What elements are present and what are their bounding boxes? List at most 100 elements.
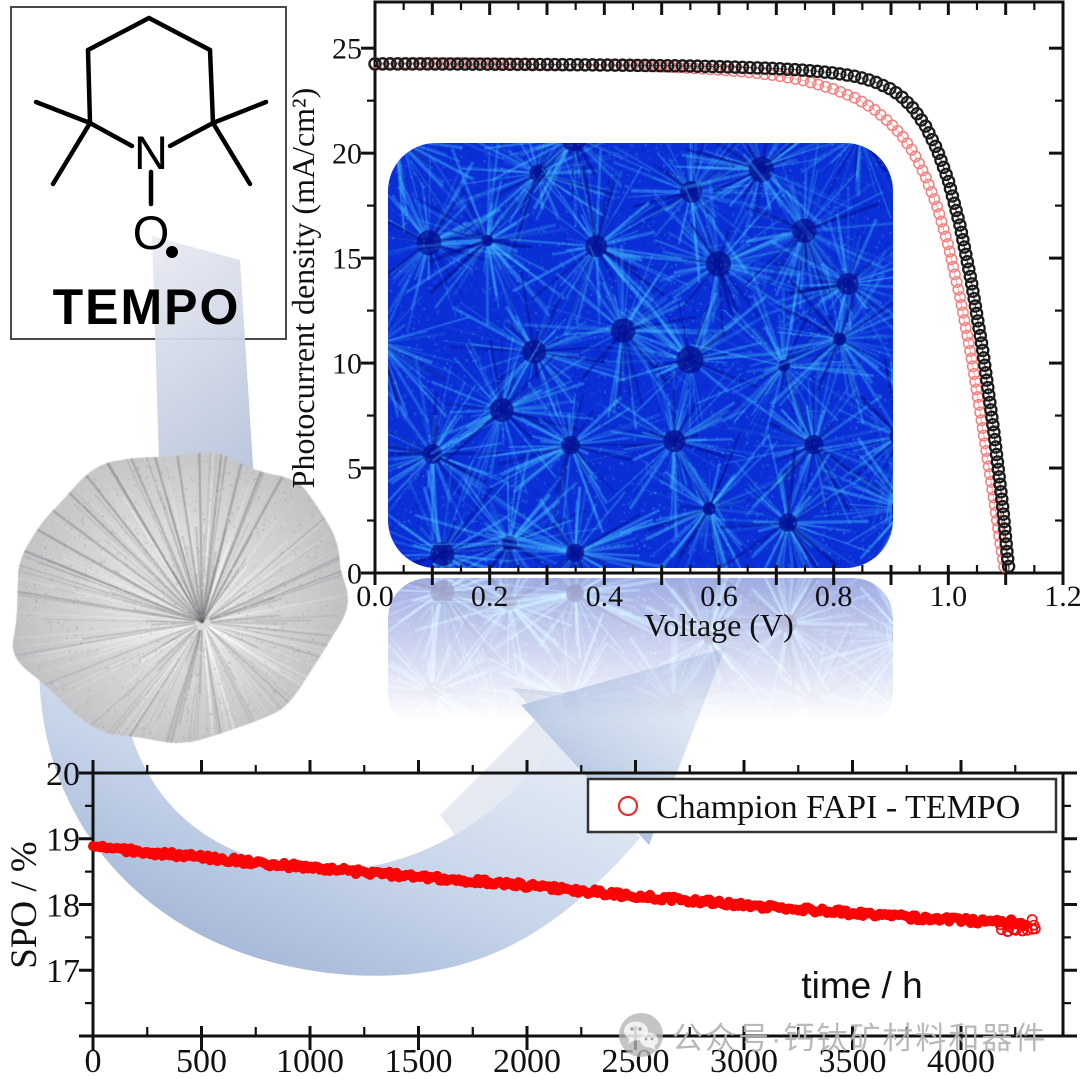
champion_fapi_tempo-marker: [625, 891, 636, 902]
champion_fapi_tempo-marker: [542, 881, 553, 892]
champion_fapi_tempo-marker: [896, 909, 907, 920]
champion_fapi_tempo-marker: [948, 912, 959, 923]
film-micrograph-inset: [388, 143, 893, 568]
champion_fapi_tempo-marker: [140, 846, 151, 857]
black_open_circles-marker: [668, 59, 682, 73]
champion_fapi_tempo-marker: [360, 867, 371, 878]
champion_fapi_tempo-marker: [556, 881, 567, 892]
champion_fapi_tempo-marker: [195, 849, 206, 860]
spo_stability-legend-box: [586, 777, 1058, 834]
champion_fapi_tempo-marker: [578, 885, 589, 896]
black_open_circles-marker: [383, 57, 397, 71]
black_open_circles-marker: [548, 57, 562, 72]
champion_fapi_tempo-tail-marker: [996, 924, 1007, 936]
champion_fapi_tempo-marker: [637, 892, 648, 903]
black_open_circles-marker: [615, 58, 630, 72]
black_open_circles-marker: [465, 57, 480, 71]
champion_fapi_tempo-marker: [616, 892, 627, 903]
black_open_circles-marker: [600, 58, 615, 72]
champion_fapi_tempo-marker: [212, 856, 223, 867]
red_open_circles-marker: [992, 522, 1004, 535]
champion_fapi_tempo-marker: [968, 913, 979, 924]
champion_fapi_tempo-marker: [523, 882, 534, 893]
champion_fapi_tempo-marker: [891, 909, 902, 920]
black_open_circles-marker: [390, 57, 405, 71]
black_open_circles-marker: [743, 60, 757, 75]
champion_fapi_tempo-marker: [503, 879, 514, 890]
spo_stability-x-tick-label: 1500: [385, 1043, 453, 1079]
black_open_circles-marker: [998, 529, 1013, 544]
black_open_circles-marker: [773, 62, 787, 76]
champion_fapi_tempo-marker: [549, 880, 560, 891]
champion_fapi_tempo-marker: [370, 867, 381, 878]
champion_fapi_tempo-marker: [606, 886, 617, 897]
champion_fapi_tempo-marker: [879, 908, 890, 919]
red_open_circles-marker: [862, 99, 875, 112]
champion_fapi_tempo-marker: [566, 885, 577, 896]
champion_fapi_tempo-marker: [554, 885, 565, 896]
champion_fapi_tempo-marker: [484, 877, 495, 888]
black_open_circles-marker: [840, 68, 854, 82]
jv_curve-y-axis-title: Photocurrent density (mA/cm²): [285, 88, 321, 489]
red_open_circles-marker: [950, 276, 963, 288]
champion_fapi_tempo-marker: [104, 842, 115, 853]
black_open_circles-marker: [988, 432, 1002, 447]
champion_fapi_tempo-tail-marker: [1029, 923, 1041, 935]
black_open_circles-marker: [810, 64, 825, 79]
champion_fapi_tempo-marker: [860, 907, 871, 918]
champion_fapi_tempo-marker: [520, 882, 531, 893]
champion_fapi_tempo-marker: [312, 861, 323, 872]
red_open_circles-marker: [909, 150, 922, 163]
wechat-icon: [619, 1013, 663, 1057]
black_open_circles-marker: [918, 119, 933, 133]
champion_fapi_tempo-marker: [176, 849, 187, 860]
champion_fapi_tempo-marker: [924, 915, 935, 926]
champion_fapi_tempo-marker: [687, 897, 698, 908]
black_open_circles-marker: [973, 328, 988, 343]
champion_fapi_tempo-marker: [530, 880, 541, 891]
champion_fapi_tempo-marker: [415, 872, 426, 883]
red_open_circles-marker: [696, 62, 709, 75]
spo_stability-x-tick-label: 2000: [493, 1043, 561, 1079]
champion_fapi_tempo-marker: [807, 905, 818, 916]
black_open_circles-marker: [925, 132, 939, 147]
champion_fapi_tempo-marker: [630, 893, 641, 904]
black_open_circles-marker: [795, 63, 810, 77]
black_open_circles-marker: [987, 425, 1001, 439]
champion_fapi_tempo-marker: [205, 855, 216, 866]
spo_stability-legend-marker: [617, 795, 639, 817]
champion_fapi_tempo-tail-marker: [1016, 925, 1028, 937]
champion_fapi_tempo-marker: [298, 863, 309, 874]
red_open_circles-marker: [486, 57, 498, 70]
champion_fapi_tempo-marker: [845, 909, 856, 920]
champion_fapi_tempo-marker: [408, 872, 419, 883]
red_open_circles-marker: [925, 186, 938, 198]
champion_fapi_tempo-marker: [401, 869, 412, 880]
champion_fapi_tempo-tail-marker: [1010, 924, 1022, 936]
champion_fapi_tempo-marker: [989, 915, 1000, 926]
champion_fapi_tempo-marker: [365, 869, 376, 880]
champion_fapi_tempo-marker: [468, 877, 479, 888]
champion_fapi_tempo-tail-marker: [1028, 919, 1040, 931]
red_open_circles-marker: [982, 460, 995, 473]
black_open_circles-marker: [975, 343, 990, 358]
champion_fapi_tempo-marker: [960, 912, 971, 923]
red_open_circles-marker: [922, 178, 935, 191]
black_open_circles-marker: [945, 189, 960, 203]
champion_fapi_tempo-marker: [162, 849, 173, 860]
black_open_circles-marker: [503, 57, 517, 72]
champion_fapi_tempo-marker: [255, 856, 266, 867]
champion_fapi_tempo-marker: [374, 867, 385, 878]
champion_fapi_tempo-marker: [857, 910, 868, 921]
black_open_circles-marker: [780, 62, 795, 76]
champion_fapi_tempo-tail-marker: [1002, 926, 1013, 937]
champion_fapi_tempo-marker: [99, 842, 110, 853]
champion_fapi_tempo-marker: [678, 894, 689, 905]
champion_fapi_tempo-marker: [525, 880, 536, 891]
champion_fapi_tempo-marker: [403, 869, 414, 880]
champion_fapi_tempo-marker: [480, 874, 491, 885]
champion_fapi_tempo-marker: [683, 897, 694, 908]
champion_fapi_tempo-marker: [1013, 918, 1024, 929]
champion_fapi_tempo-marker: [769, 901, 780, 912]
red_open_circles-marker: [948, 268, 961, 281]
